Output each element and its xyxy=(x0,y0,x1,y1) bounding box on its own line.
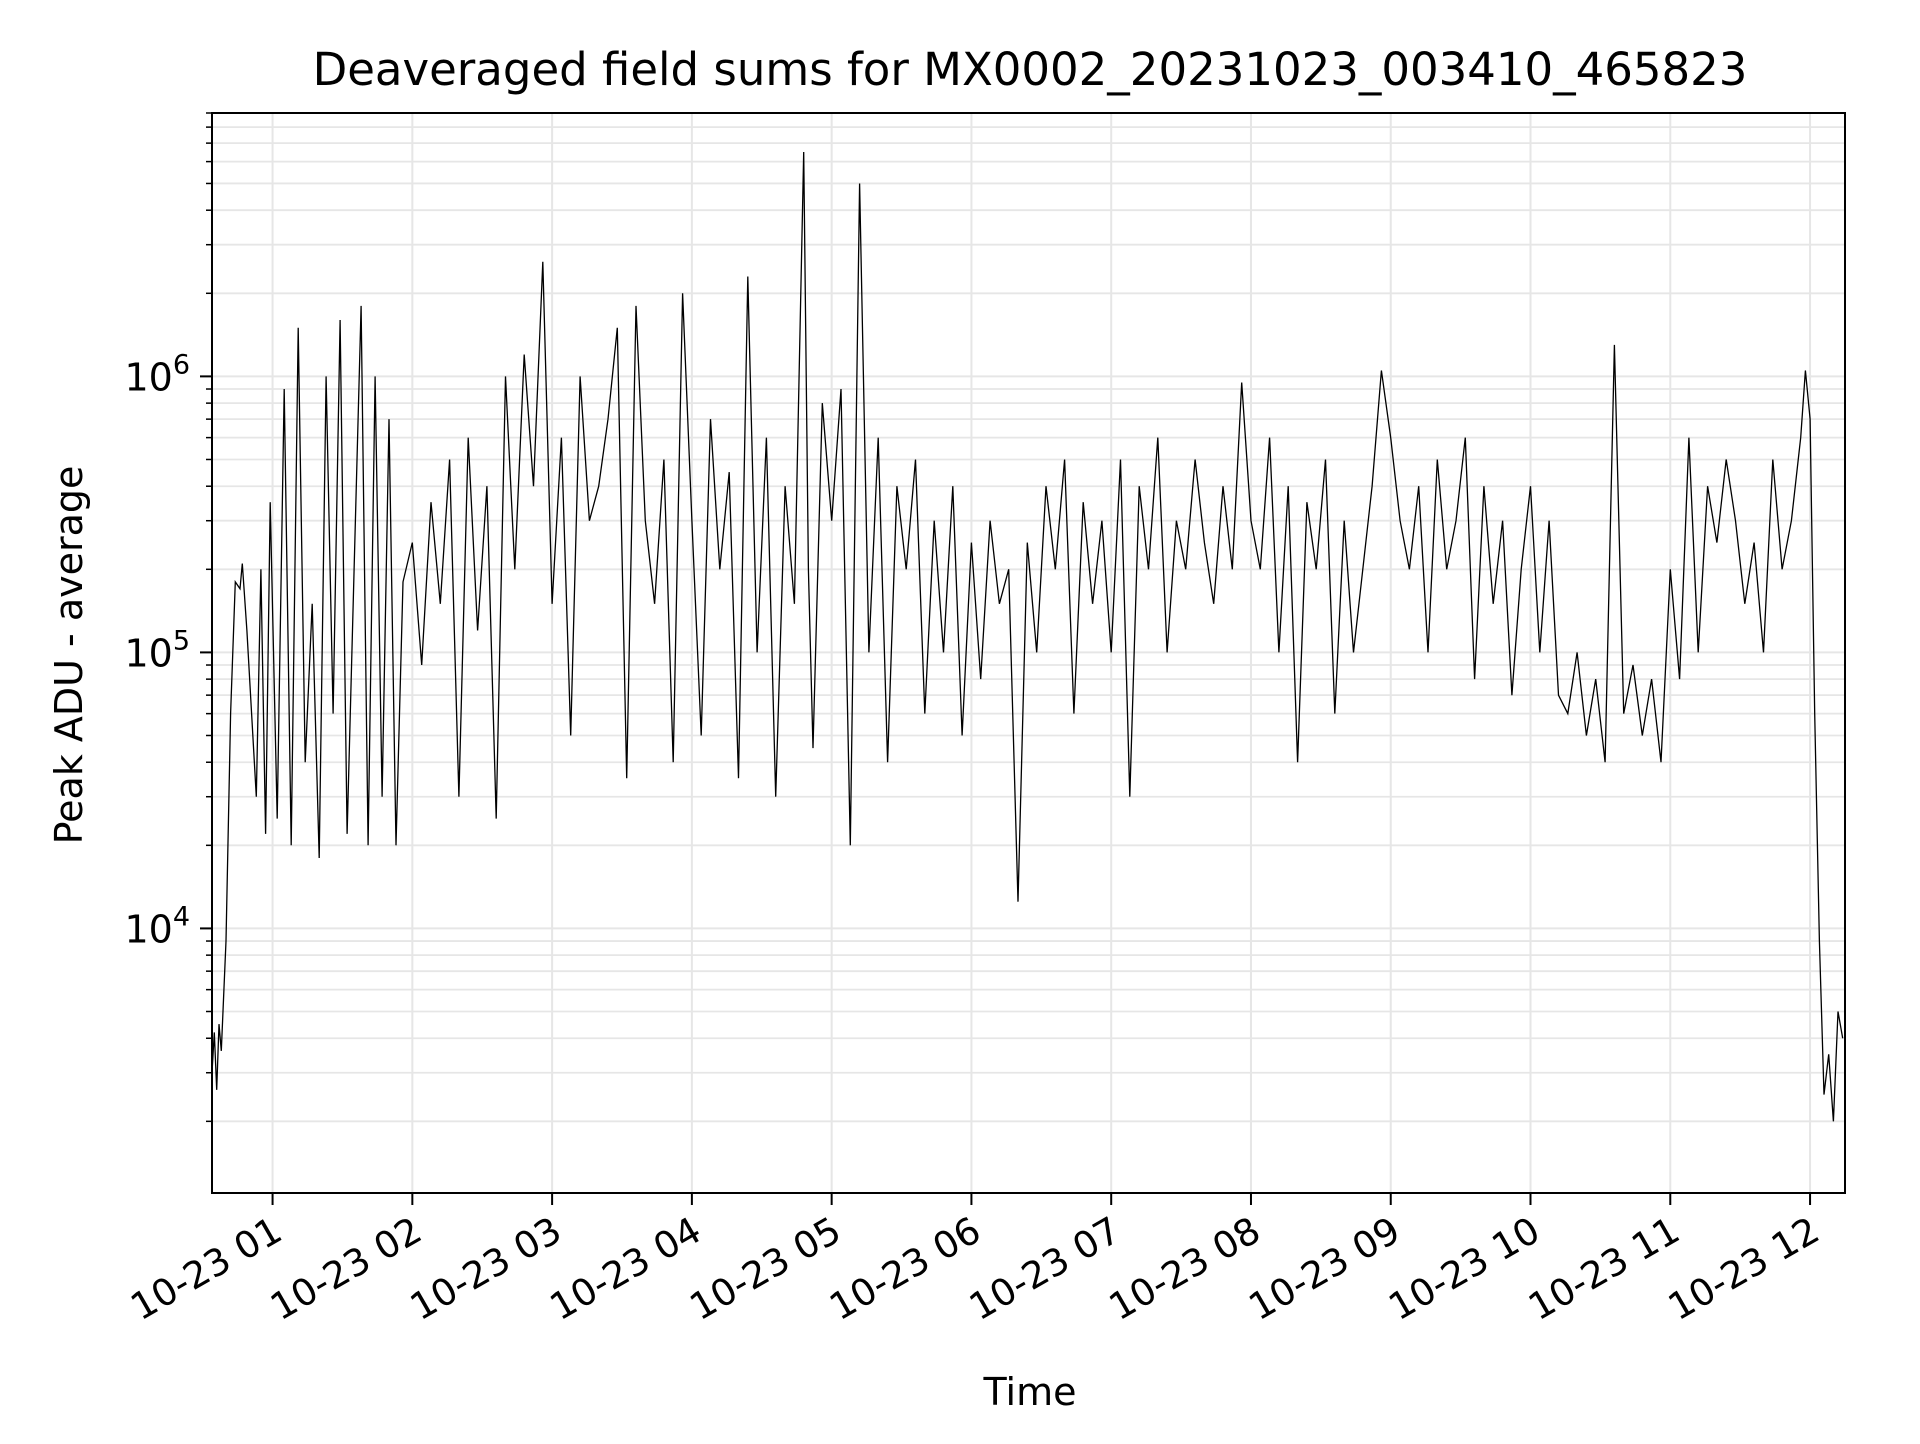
x-axis-label: Time xyxy=(983,1370,1077,1414)
chart-title: Deaveraged field sums for MX0002_2023102… xyxy=(313,43,1748,96)
grid-layer xyxy=(212,112,1845,1193)
y-axis-label: Peak ADU - average xyxy=(47,466,91,845)
data-layer xyxy=(211,151,1844,1122)
x-tick-label: 10-23 12 xyxy=(1661,1209,1827,1329)
x-tick-label: 10-23 06 xyxy=(822,1209,988,1329)
x-tick-label: 10-23 10 xyxy=(1381,1209,1547,1329)
x-tick-label: 10-23 08 xyxy=(1102,1209,1268,1329)
x-tick-label: 10-23 03 xyxy=(403,1209,569,1329)
y-tick-label: 106 xyxy=(124,349,190,399)
y-tick-label: 105 xyxy=(124,625,190,675)
x-tick-label: 10-23 11 xyxy=(1521,1209,1687,1329)
x-tick-label: 10-23 02 xyxy=(263,1209,429,1329)
series-line xyxy=(211,151,1844,1122)
x-tick-label: 10-23 01 xyxy=(123,1209,289,1329)
x-tick-label: 10-23 07 xyxy=(962,1209,1128,1329)
x-tick-label: 10-23 05 xyxy=(683,1209,849,1329)
y-tick-label: 104 xyxy=(124,901,190,951)
x-tick-label: 10-23 09 xyxy=(1242,1209,1408,1329)
x-tick-label: 10-23 04 xyxy=(543,1209,709,1329)
